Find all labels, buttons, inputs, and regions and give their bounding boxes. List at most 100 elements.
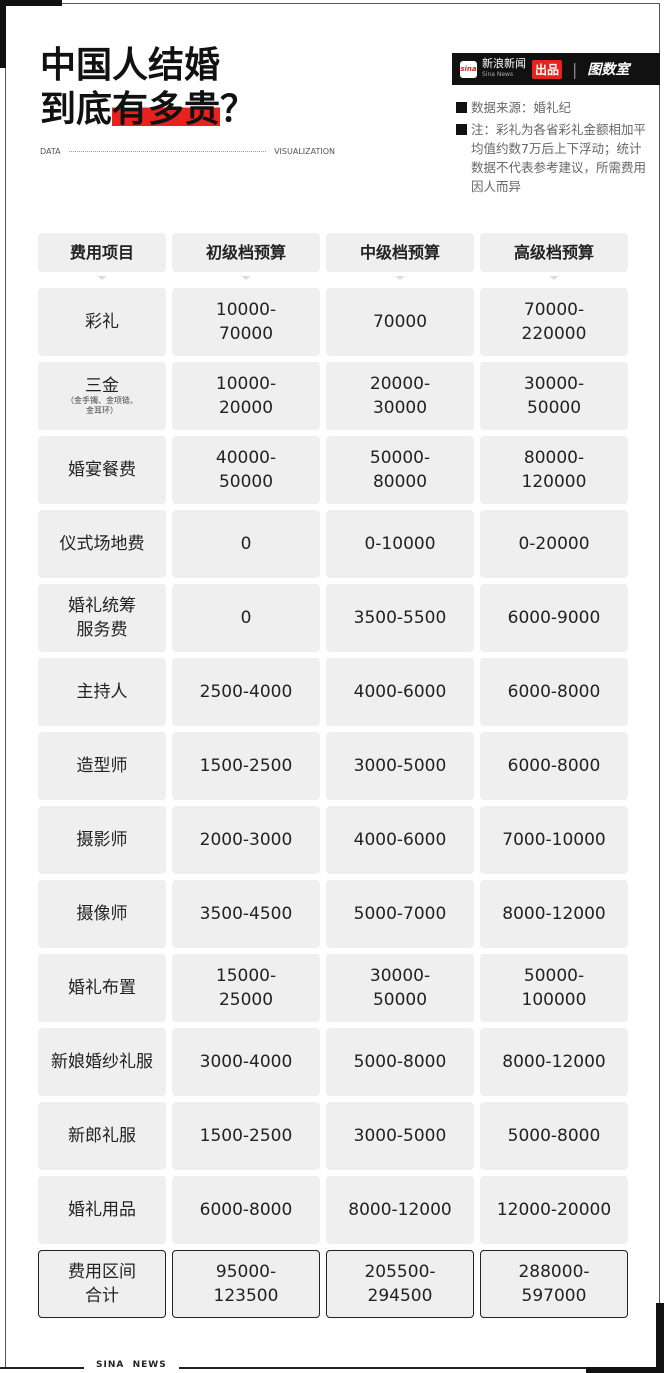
- dotted-divider: [68, 151, 267, 152]
- table-cell: 5000-7000: [326, 880, 474, 948]
- sina-logo-icon: sina: [460, 60, 477, 78]
- table-cell: 3500-5500: [326, 584, 474, 652]
- cell-text: 中级档预算: [359, 242, 440, 262]
- corner-decoration: [656, 1303, 664, 1373]
- cell-text: 20000- 30000: [369, 374, 431, 418]
- cell-text: 3000-4000: [199, 1052, 293, 1072]
- cell-text: 初级档预算: [205, 242, 286, 262]
- note-source: 数据来源：婚礼纪: [456, 98, 646, 117]
- cell-text: 彩礼: [85, 312, 119, 332]
- cell-text: 3500-4500: [199, 904, 293, 924]
- total-cell: 288000- 597000: [480, 1250, 628, 1318]
- row-item-label: 仪式场地费: [38, 510, 166, 578]
- title-line-1: 中国人结婚: [40, 45, 221, 86]
- square-bullet-icon: [456, 102, 467, 113]
- produced-badge: 出品: [532, 59, 563, 79]
- table-cell: 5000-8000: [480, 1102, 628, 1170]
- table-cell: 20000- 30000: [326, 362, 474, 430]
- brand-cn: 新浪新闻: [482, 57, 526, 70]
- cell-text: 80000- 120000: [521, 448, 587, 492]
- table-cell: 8000-12000: [480, 880, 628, 948]
- cell-text: 造型师: [76, 756, 128, 776]
- row-item-label: 婚宴餐费: [38, 436, 166, 504]
- table-cell: 30000- 50000: [480, 362, 628, 430]
- table-cell: 8000-12000: [480, 1028, 628, 1096]
- row-item-label: 摄影师: [38, 806, 166, 874]
- table-cell: 10000- 20000: [172, 362, 320, 430]
- cell-text: 婚礼统筹 服务费: [68, 596, 136, 640]
- cell-text: 5000-7000: [353, 904, 447, 924]
- cell-text: 8000-12000: [502, 1052, 606, 1072]
- cell-text: 3000-5000: [353, 1126, 447, 1146]
- cell-text: 费用区间 合计: [68, 1262, 136, 1306]
- title-highlight: 有多贵: [112, 89, 221, 130]
- row-item-label: 造型师: [38, 732, 166, 800]
- table-cell: 4000-6000: [326, 658, 474, 726]
- note-remark: 注：彩礼为各省彩礼金额相加平均值约数7万后上下浮动；统计数据不代表参考建议，所需…: [456, 120, 646, 196]
- cell-text: 95000- 123500: [213, 1262, 279, 1306]
- table-cell: 4000-6000: [326, 806, 474, 874]
- tagline: DATA VISUALIZATION: [40, 147, 335, 156]
- table-cell: 0-10000: [326, 510, 474, 578]
- table-cell: 1500-2500: [172, 732, 320, 800]
- table-cell: 1500-2500: [172, 1102, 320, 1170]
- cell-text: 50000- 100000: [521, 966, 587, 1010]
- table-header: 中级档预算: [326, 233, 474, 280]
- cell-text: 3500-5500: [353, 608, 447, 628]
- table-cell: 2500-4000: [172, 658, 320, 726]
- cell-text: 70000- 220000: [521, 300, 587, 344]
- row-item-label: 摄像师: [38, 880, 166, 948]
- corner-decoration: [586, 1367, 664, 1373]
- cell-text: 费用项目: [69, 242, 134, 262]
- row-item-label: 新娘婚纱礼服: [38, 1028, 166, 1096]
- cell-text: 新郎礼服: [68, 1126, 136, 1146]
- cell-text: 205500- 294500: [364, 1262, 436, 1306]
- cell-text: 婚礼用品: [68, 1200, 136, 1220]
- table-cell: 2000-3000: [172, 806, 320, 874]
- row-item-label: 彩礼: [38, 288, 166, 356]
- table-header: 初级档预算: [172, 233, 320, 280]
- cell-text: 婚宴餐费: [68, 460, 136, 480]
- table-cell: 3000-5000: [326, 1102, 474, 1170]
- table-cell: 3000-5000: [326, 732, 474, 800]
- notes: 数据来源：婚礼纪 注：彩礼为各省彩礼金额相加平均值约数7万后上下浮动；统计数据不…: [456, 98, 646, 196]
- cell-text: 1500-2500: [199, 756, 293, 776]
- cell-text: 8000-12000: [502, 904, 606, 924]
- tagline-left: DATA: [40, 147, 61, 156]
- table-cell: 30000- 50000: [326, 954, 474, 1022]
- table-cell: 40000- 50000: [172, 436, 320, 504]
- table-cell: 70000: [326, 288, 474, 356]
- table-cell: 6000-9000: [480, 584, 628, 652]
- cell-text: 6000-8000: [507, 756, 601, 776]
- table-cell: 15000- 25000: [172, 954, 320, 1022]
- row-item-label: 三金 （金手镯、金项链、 金耳环）: [38, 362, 166, 430]
- cell-text: 30000- 50000: [369, 966, 431, 1010]
- cell-text: 40000- 50000: [215, 448, 277, 492]
- row-item-label: 婚礼布置: [38, 954, 166, 1022]
- cell-text: 0: [240, 608, 252, 628]
- table-cell: 6000-8000: [480, 732, 628, 800]
- table-cell: 12000-20000: [480, 1176, 628, 1244]
- note-text: 数据来源：婚礼纪: [471, 100, 572, 115]
- row-item-label: 婚礼统筹 服务费: [38, 584, 166, 652]
- cell-text: 6000-8000: [507, 682, 601, 702]
- square-bullet-icon: [456, 124, 467, 135]
- cell-text: 仪式场地费: [59, 534, 145, 554]
- table-cell: 50000- 100000: [480, 954, 628, 1022]
- cell-text: 0: [240, 534, 252, 554]
- cell-text: 摄像师: [76, 904, 128, 924]
- table-cell: 0-20000: [480, 510, 628, 578]
- table-cell: 8000-12000: [326, 1176, 474, 1244]
- cell-text: 4000-6000: [353, 682, 447, 702]
- cell-text: 15000- 25000: [215, 966, 277, 1010]
- table-cell: 70000- 220000: [480, 288, 628, 356]
- cell-text: 4000-6000: [353, 830, 447, 850]
- divider: |: [572, 59, 578, 79]
- cell-text: 50000- 80000: [369, 448, 431, 492]
- total-cell: 95000- 123500: [172, 1250, 320, 1318]
- footer-brand: SINA NEWS: [84, 1360, 179, 1370]
- cell-text: 0-10000: [364, 534, 436, 554]
- cell-text: 6000-9000: [507, 608, 601, 628]
- cell-text: 0-20000: [518, 534, 590, 554]
- title-line-2: 到底有多贵？: [40, 88, 256, 132]
